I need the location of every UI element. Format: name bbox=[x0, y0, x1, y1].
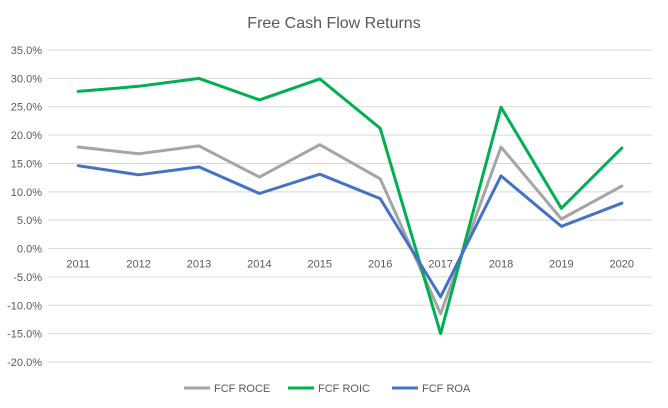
legend-item: FCF ROIC bbox=[288, 383, 370, 395]
x-tick-label: 2016 bbox=[368, 259, 392, 271]
y-tick-label: 30.0% bbox=[11, 73, 42, 85]
x-tick-label: 2015 bbox=[308, 259, 332, 271]
y-tick-label: 20.0% bbox=[11, 130, 42, 142]
chart-title: Free Cash Flow Returns bbox=[247, 15, 420, 32]
x-tick-label: 2013 bbox=[187, 259, 211, 271]
y-tick-label: 25.0% bbox=[11, 102, 42, 114]
y-tick-label: -20.0% bbox=[7, 357, 42, 369]
series-line-fcf-roic bbox=[76, 76, 624, 336]
series-line-fcf-roa bbox=[76, 164, 624, 299]
x-axis-tick-labels: 2011 2012 2013 2014 2015 2016 2017 2018 2019 2020 bbox=[66, 259, 634, 271]
legend-label: FCF ROCE bbox=[214, 383, 270, 395]
y-tick-label: 10.0% bbox=[11, 187, 42, 199]
legend-item: FCF ROCE bbox=[184, 383, 270, 395]
series-line-fcf-roce bbox=[76, 143, 624, 316]
legend-label: FCF ROA bbox=[422, 383, 471, 395]
x-tick-label: 2019 bbox=[549, 259, 573, 271]
x-tick-label: 2011 bbox=[66, 259, 90, 271]
y-tick-label: -10.0% bbox=[7, 300, 42, 312]
y-tick-label: 5.0% bbox=[17, 215, 42, 227]
x-tick-label: 2020 bbox=[610, 259, 634, 271]
y-tick-label: 0.0% bbox=[17, 244, 42, 256]
y-tick-label: 35.0% bbox=[11, 45, 42, 57]
y-axis-tick-labels: 35.0% 30.0% 25.0% 20.0% 15.0% 10.0% 5.0% 0.0% -5… bbox=[7, 45, 42, 369]
y-tick-label: -5.0% bbox=[13, 272, 42, 284]
legend-label: FCF ROIC bbox=[318, 383, 370, 395]
y-tick-label: 15.0% bbox=[11, 158, 42, 170]
x-tick-label: 2014 bbox=[247, 259, 271, 271]
legend: FCF ROCE FCF ROIC FCF ROA bbox=[184, 383, 471, 395]
legend-item: FCF ROA bbox=[392, 383, 471, 395]
series-lines bbox=[76, 76, 624, 336]
x-tick-label: 2012 bbox=[126, 259, 150, 271]
x-tick-label: 2018 bbox=[489, 259, 513, 271]
y-tick-label: -15.0% bbox=[7, 329, 42, 341]
x-tick-label: 2017 bbox=[428, 259, 452, 271]
